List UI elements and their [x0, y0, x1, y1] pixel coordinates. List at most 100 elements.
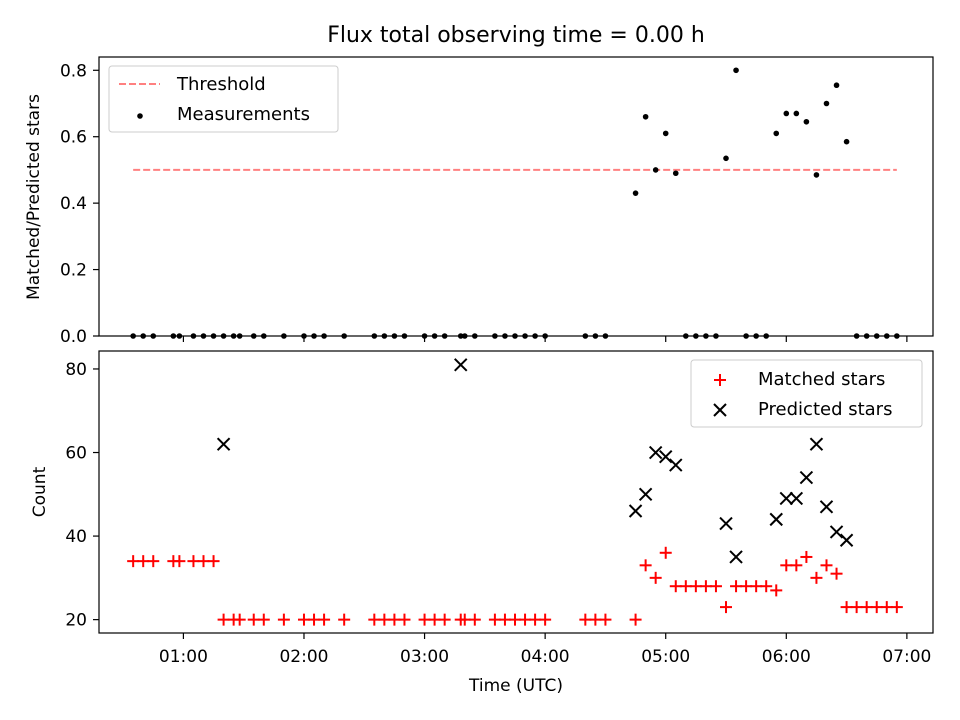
measurement-point: [873, 333, 880, 339]
matched-star-point: [760, 580, 773, 593]
measurement-point: [813, 172, 820, 178]
bottom-legend: Matched stars Predicted stars: [690, 359, 923, 428]
bottom-y-tick-label: 60: [65, 444, 87, 464]
measurement-point: [176, 333, 183, 339]
measurement-point: [391, 333, 398, 339]
predicted-x-b: [628, 504, 643, 518]
matched-star-point: [519, 613, 532, 626]
matched-star-point: [750, 580, 763, 593]
matched-star-point: [197, 555, 210, 568]
predicted-star-point: [719, 516, 733, 531]
matched-star-point: [297, 613, 310, 626]
measurement-point: [793, 110, 800, 117]
matched-star-point: [508, 613, 521, 626]
measurement-point: [733, 67, 739, 74]
bottom-y-axis-label: Count: [30, 466, 50, 517]
top-y-tick-label: 0.4: [60, 194, 87, 214]
measurement-point: [753, 333, 759, 339]
predicted-x-b: [729, 550, 743, 564]
measurement-point: [833, 82, 840, 89]
predicted-x-b: [659, 449, 673, 464]
measurement-point: [200, 333, 207, 339]
matched-star-point: [458, 613, 471, 626]
measurement-point: [441, 333, 448, 339]
predicted-star-point: [628, 504, 643, 518]
predicted-star-point: [779, 491, 794, 506]
predicted-star-point: [454, 358, 468, 372]
predicted-legend-swatch: [713, 403, 727, 417]
matched-star-point: [890, 601, 903, 614]
measurement-point: [582, 333, 589, 339]
predicted-x-b: [638, 487, 653, 502]
matched-star-point: [790, 559, 803, 572]
x-tick-label: 03:00: [400, 647, 449, 667]
measurement-point: [863, 333, 870, 339]
measurement-point: [170, 333, 177, 339]
matched-star-point: [820, 559, 833, 572]
predicted-star-point: [729, 550, 743, 564]
bottom-y-tick-label: 80: [65, 360, 87, 380]
matched-legend-label: Matched stars: [758, 369, 885, 390]
matched-star-point: [233, 613, 246, 626]
matched-star-point: [720, 601, 733, 614]
matched-star-point: [488, 613, 501, 626]
matched-star-point: [539, 613, 552, 626]
measurement-point: [341, 333, 347, 339]
top-y-tick-label: 0.6: [60, 128, 87, 148]
matched-star-point: [137, 555, 150, 568]
measurement-point: [457, 333, 464, 339]
matched-star-point: [418, 613, 431, 626]
matched-star-point: [800, 550, 813, 563]
matched-star-point: [649, 571, 662, 584]
matched-star-point: [840, 601, 853, 614]
x-axis-label: Time (UTC): [468, 676, 563, 696]
predicted-x-b: [779, 491, 794, 506]
measurement-point: [783, 110, 790, 117]
bottom-plot-frame: [98, 350, 934, 634]
predicted-star-point: [819, 500, 834, 514]
measurement-point: [853, 333, 860, 339]
measurement-point: [311, 333, 317, 339]
matched-star-point: [860, 601, 873, 614]
matched-star-point: [589, 613, 602, 626]
measurement-point: [472, 333, 478, 339]
measurement-point: [703, 333, 709, 339]
matched-star-point: [770, 584, 783, 597]
measurement-point: [723, 155, 729, 162]
measurement-point: [652, 167, 659, 173]
measurement-point: [632, 190, 639, 196]
threshold-legend-label: Threshold: [176, 74, 266, 95]
predicted-legend-label: Predicted stars: [758, 399, 892, 420]
predicted-star-point: [216, 437, 231, 451]
bottom-y-tick-label: 20: [65, 611, 87, 631]
matched-star-point: [579, 613, 592, 626]
x-tick-label: 02:00: [279, 647, 328, 667]
matched-star-point: [378, 613, 391, 626]
measurement-point: [250, 333, 257, 339]
predicted-x-b: [839, 533, 854, 547]
measurement-point: [130, 333, 136, 339]
measurement-point: [592, 333, 599, 339]
measurement-point: [421, 333, 428, 339]
measurement-point: [894, 333, 900, 339]
predicted-x-b: [719, 516, 733, 531]
matched-star-point: [599, 613, 612, 626]
measurement-point: [683, 333, 689, 339]
top-y-tick-label: 0.2: [60, 261, 87, 281]
matched-star-point: [368, 613, 381, 626]
matched-star-point: [338, 613, 351, 626]
predicted-star-point: [799, 470, 814, 485]
matched-star-point: [428, 613, 441, 626]
predicted-x-b: [809, 437, 824, 451]
measurements-legend-swatch: [137, 113, 143, 119]
bottom-legend-box: [690, 359, 923, 428]
matched-star-point: [639, 559, 652, 572]
figure-title: Flux total observing time = 0.00 h: [327, 23, 705, 48]
predicted-x-b: [454, 358, 468, 372]
measurement-point: [260, 333, 267, 339]
predicted-x-b: [799, 470, 814, 485]
matched-star-point: [810, 571, 823, 584]
matched-star-point: [388, 613, 401, 626]
measurement-point: [190, 333, 197, 339]
